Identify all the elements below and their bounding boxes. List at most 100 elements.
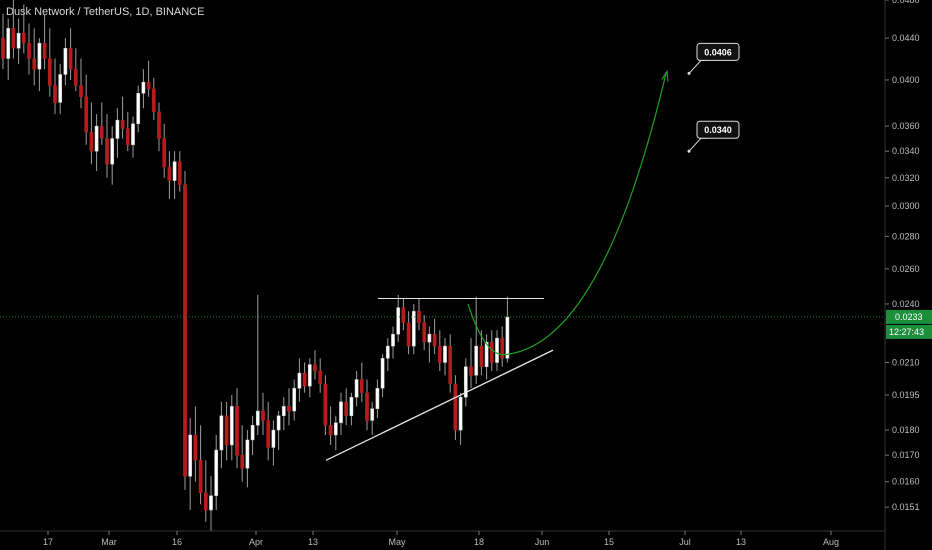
candle-body — [172, 161, 177, 181]
callout-box — [696, 42, 740, 61]
price-tick-label: 0.0440 — [892, 33, 920, 43]
callout-pointer — [688, 59, 707, 74]
candle-body — [276, 415, 281, 431]
time-tick-label: 13 — [736, 537, 746, 547]
projection-curve — [467, 73, 667, 356]
candle-body — [469, 366, 473, 376]
time-tick-label: Aug — [823, 537, 839, 547]
candle-body — [188, 434, 193, 477]
price-tick-label: 0.0151 — [892, 502, 920, 512]
candle-body — [37, 42, 42, 70]
projection-arrowhead — [661, 69, 669, 82]
candle-body — [427, 333, 432, 343]
candle-body — [58, 74, 63, 103]
candle-body — [281, 406, 286, 416]
candle-body — [141, 81, 146, 94]
price-tick-label: 0.0240 — [892, 299, 920, 309]
candle-body — [313, 364, 317, 372]
candle-body — [115, 119, 120, 139]
price-axis[interactable]: 0.0480 0.0440 0.0400 0.0360 0.0340 0.0320 0.03… — [884, 0, 932, 550]
candle-body — [27, 42, 31, 59]
candle-body — [484, 341, 489, 367]
support-trendline — [325, 349, 554, 461]
price-tick-label: 0.0320 — [892, 173, 920, 183]
price-tick-label: 0.0210 — [892, 358, 920, 368]
candle-body — [6, 28, 11, 59]
time-tick-label: 17 — [43, 537, 53, 547]
candle-body — [323, 383, 328, 426]
candle-body — [500, 337, 505, 359]
candle-body — [385, 345, 390, 359]
candle-body — [229, 406, 234, 446]
candle-body — [177, 161, 182, 185]
candle-body — [365, 392, 369, 421]
candle-body — [21, 32, 26, 44]
candle-body — [255, 410, 260, 426]
time-tick-label: 16 — [172, 537, 182, 547]
candle-body — [463, 366, 468, 398]
candle-body — [458, 397, 463, 431]
time-tick-label: 18 — [474, 537, 484, 547]
candle-body — [63, 47, 68, 75]
candle-body — [495, 337, 499, 363]
candle-body — [84, 96, 89, 133]
current-price-tag — [886, 309, 932, 324]
callout-box — [696, 120, 740, 139]
callout-pointer — [688, 137, 707, 152]
candle-body — [16, 32, 21, 49]
candle-body — [53, 85, 57, 103]
candle-body — [157, 111, 161, 139]
time-tick-label: Jul — [679, 537, 691, 547]
callout-label: 0.0406 — [704, 47, 732, 57]
time-tick-label: 15 — [604, 537, 614, 547]
candle-body — [146, 81, 151, 90]
countdown-tag — [886, 324, 932, 339]
candle-body — [245, 439, 250, 469]
candle-body — [318, 370, 323, 385]
candle-body — [271, 429, 276, 448]
candle-body — [73, 68, 78, 86]
candle-body — [11, 28, 16, 49]
candle-body — [479, 345, 484, 367]
candle-body — [307, 364, 312, 387]
time-tick-label: Apr — [249, 537, 263, 547]
candle-body — [224, 415, 229, 446]
callout-label: 0.0340 — [704, 125, 732, 135]
candle-body — [99, 125, 104, 139]
time-tick-label: May — [388, 537, 406, 547]
candle-body — [370, 408, 375, 421]
candle-body — [401, 307, 406, 323]
candle-body — [339, 401, 343, 424]
candle-body — [193, 434, 198, 461]
candle-body — [489, 341, 494, 363]
chart-title: Dusk Network / TetherUS, 1D, BINANCE — [6, 6, 205, 18]
current-price-value: 0.0233 — [895, 312, 923, 322]
time-tick-label: Mar — [101, 537, 117, 547]
candle-body — [120, 119, 125, 129]
candle-body — [198, 460, 203, 494]
candle-body — [406, 322, 411, 347]
price-tick-label: 0.0340 — [892, 146, 920, 156]
time-axis[interactable]: 17 Mar 16 Apr 13 May 18 Jun 15 Jul 13 Aug — [0, 530, 885, 547]
price-tick-label: 0.0360 — [892, 121, 920, 131]
candle-body — [422, 322, 427, 343]
candle-body — [359, 379, 364, 394]
candle-body — [235, 406, 239, 456]
callout-anchor — [687, 71, 691, 75]
candle-body — [453, 383, 458, 431]
candle-body — [266, 420, 271, 448]
candle-body — [344, 401, 349, 416]
price-tick-label: 0.0480 — [892, 0, 920, 5]
candle-body — [125, 128, 130, 146]
candle-body — [437, 345, 442, 363]
candle-body — [302, 372, 307, 387]
candle-body — [94, 125, 99, 152]
candle-body — [105, 138, 109, 165]
candle-body — [1, 37, 5, 59]
price-tick-label: 0.0170 — [892, 450, 920, 460]
price-tick-label: 0.0300 — [892, 201, 920, 211]
candle-body — [250, 425, 255, 441]
candle-body — [432, 333, 437, 347]
candle-body — [297, 372, 302, 389]
